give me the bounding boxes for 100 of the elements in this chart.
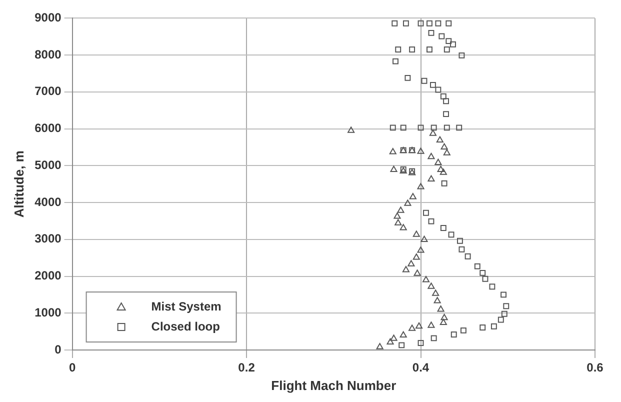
point — [482, 276, 488, 282]
point — [423, 210, 429, 216]
point — [421, 78, 428, 84]
point — [438, 33, 445, 40]
point — [444, 46, 450, 53]
point — [498, 316, 504, 323]
point — [420, 236, 428, 242]
point — [464, 253, 471, 260]
point — [450, 41, 456, 48]
point — [386, 338, 394, 345]
point — [480, 324, 486, 330]
point — [430, 335, 437, 342]
point — [440, 318, 447, 325]
point — [395, 46, 402, 53]
point — [443, 98, 450, 104]
point — [441, 180, 448, 186]
y-tick-label: 6000 — [34, 121, 62, 136]
point — [501, 310, 508, 317]
point — [404, 200, 412, 206]
point — [408, 260, 415, 266]
point — [456, 238, 463, 244]
point — [400, 124, 406, 131]
point — [434, 296, 441, 304]
point — [430, 82, 436, 88]
point — [392, 20, 398, 26]
point — [408, 324, 416, 331]
point — [458, 52, 465, 58]
point — [489, 284, 496, 290]
point — [440, 143, 448, 150]
point — [398, 342, 405, 348]
point — [392, 58, 398, 64]
y-tick-label: 3000 — [34, 232, 62, 246]
point — [400, 331, 407, 338]
point — [415, 322, 423, 329]
legend-label: Mist System — [151, 299, 222, 314]
point — [460, 327, 466, 334]
point — [437, 166, 444, 172]
point — [503, 303, 510, 310]
point — [440, 224, 446, 231]
y-axis-title: Altitude, m — [11, 150, 26, 218]
point — [446, 38, 452, 44]
point — [400, 224, 407, 230]
y-tick-label: 8000 — [34, 47, 62, 62]
point — [389, 148, 396, 154]
x-axis-title: Flight Mach Number — [271, 378, 396, 393]
point — [426, 46, 432, 53]
point — [500, 292, 506, 298]
y-tick-label: 7000 — [34, 84, 62, 98]
y-tick-label: 4000 — [34, 194, 62, 209]
point — [348, 126, 355, 133]
point — [480, 270, 486, 276]
point — [412, 253, 420, 260]
point — [437, 305, 444, 312]
x-tick-label: 0.6 — [586, 360, 604, 375]
point — [435, 20, 442, 26]
point — [474, 263, 480, 270]
point — [440, 93, 446, 100]
point — [417, 148, 424, 154]
point — [390, 124, 396, 131]
point — [412, 230, 420, 237]
point — [394, 219, 402, 226]
point — [456, 124, 462, 131]
point — [428, 218, 434, 224]
y-tick-label: 1000 — [34, 305, 62, 320]
point — [394, 212, 401, 219]
point — [390, 166, 398, 172]
point — [428, 322, 435, 328]
point — [428, 282, 435, 289]
point — [430, 124, 437, 131]
point — [376, 343, 384, 350]
x-tick-label: 0.4 — [412, 360, 430, 375]
point — [450, 332, 457, 338]
point — [429, 130, 436, 136]
point — [444, 124, 450, 131]
point — [435, 86, 442, 93]
point — [434, 158, 442, 165]
point — [409, 46, 416, 53]
point — [428, 30, 434, 36]
point — [402, 266, 410, 272]
point — [443, 111, 450, 118]
y-tick-label: 9000 — [34, 10, 62, 25]
point — [390, 334, 398, 341]
legend-label: Closed loop — [151, 319, 220, 334]
point — [417, 183, 424, 190]
point — [446, 20, 452, 26]
point — [458, 246, 465, 252]
point — [443, 149, 450, 156]
point — [490, 323, 497, 330]
point — [397, 206, 404, 213]
point — [422, 276, 430, 282]
point — [428, 152, 435, 160]
y-tick-label: 0 — [54, 342, 62, 356]
point — [418, 124, 424, 131]
point — [428, 175, 435, 182]
point — [414, 270, 421, 276]
x-tick-label: 0 — [68, 360, 76, 375]
point — [432, 290, 440, 296]
point — [426, 20, 432, 26]
point — [402, 20, 409, 26]
y-tick-label: 5000 — [34, 158, 62, 172]
